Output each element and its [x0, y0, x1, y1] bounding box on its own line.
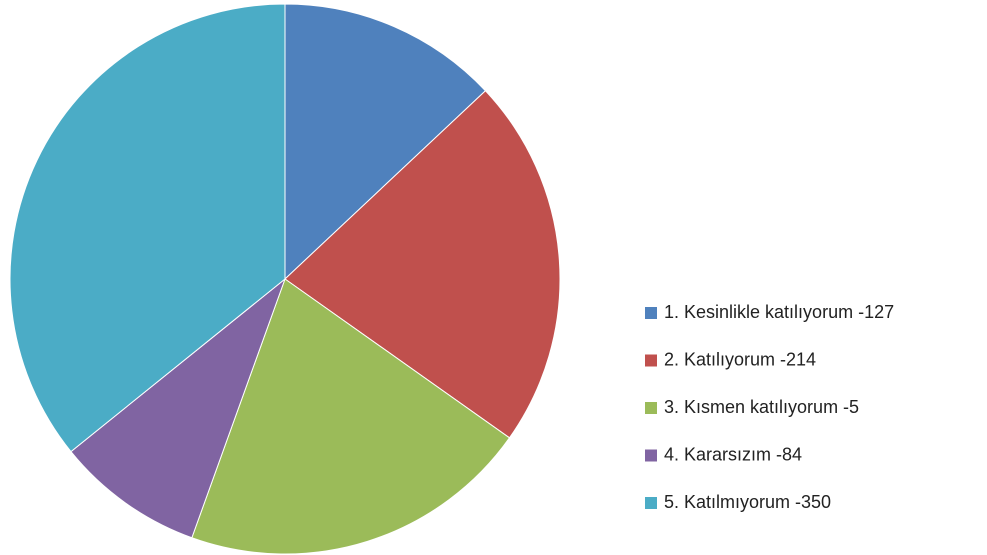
legend-swatch — [645, 497, 657, 509]
legend-swatch — [645, 307, 657, 319]
pie-slice — [70, 277, 287, 539]
pie-slice — [284, 3, 487, 281]
legend-swatch — [645, 449, 657, 462]
pie-slice — [191, 278, 511, 555]
legend-label: 5. Katılmıyorum -350 — [664, 492, 831, 512]
pie-slice — [9, 3, 286, 453]
legend-label: 4. Kararsızım -84 — [664, 444, 802, 464]
pie-slice — [284, 90, 561, 439]
legend-label: 2. Katılıyorum -214 — [664, 349, 816, 369]
legend-label: 1. Kesinlikle katılıyorum -127 — [664, 302, 894, 322]
legend-label: 3. Kısmen katılıyorum -5 — [664, 397, 859, 417]
legend-swatch — [645, 402, 657, 414]
legend-swatch — [645, 354, 657, 367]
